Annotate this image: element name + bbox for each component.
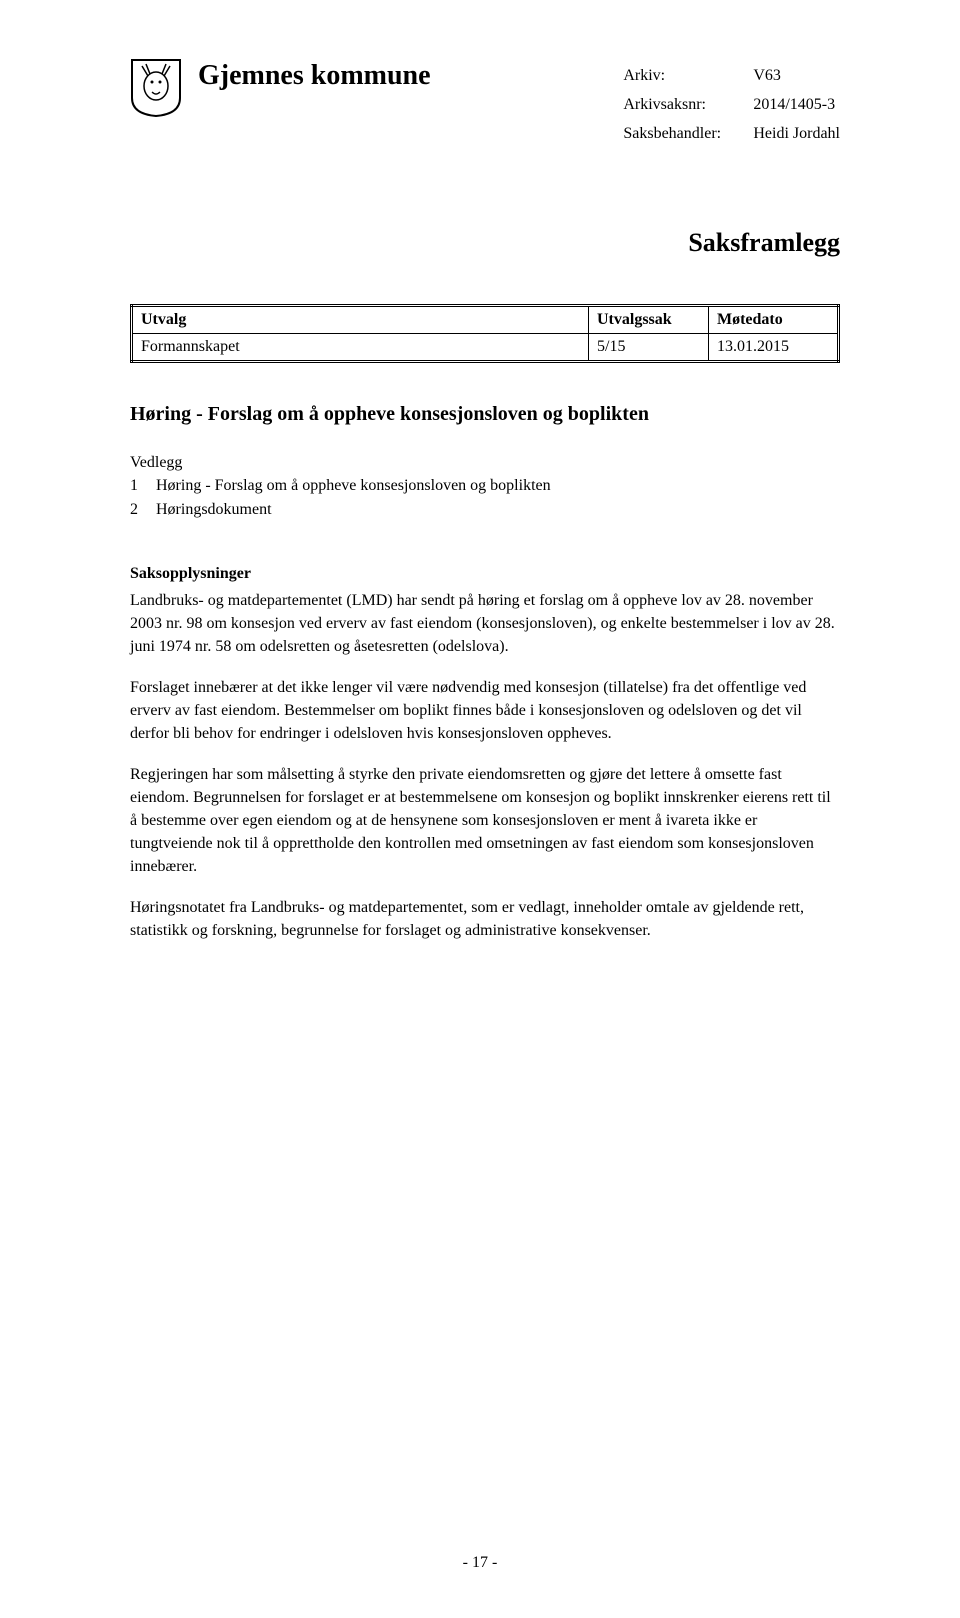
body-paragraph: Regjeringen har som målsetting å styrke … (130, 763, 840, 878)
table-row: Formannskapet 5/15 13.01.2015 (132, 334, 839, 362)
meta-saksbehandler: Saksbehandler: Heidi Jordahl (623, 120, 840, 149)
attachment-number: 1 (130, 474, 156, 497)
arkiv-label: Arkiv: (623, 62, 753, 91)
organization-name: Gjemnes kommune (198, 58, 448, 92)
document-metadata: Arkiv: V63 Arkivsaksnr: 2014/1405-3 Saks… (623, 58, 840, 148)
meta-arkivsaksnr: Arkivsaksnr: 2014/1405-3 (623, 91, 840, 120)
municipality-crest-icon (130, 58, 182, 118)
case-table: Utvalg Utvalgssak Møtedato Formannskapet… (130, 304, 840, 363)
table-header-row: Utvalg Utvalgssak Møtedato (132, 306, 839, 334)
attachment-text: Høring - Forslag om å oppheve konsesjons… (156, 474, 551, 497)
col-utvalg: Utvalg (132, 306, 589, 334)
col-motedato: Møtedato (709, 306, 839, 334)
shield-icon (130, 58, 182, 118)
saksbehandler-value: Heidi Jordahl (753, 120, 840, 149)
attachment-number: 2 (130, 498, 156, 521)
cell-utvalg: Formannskapet (132, 334, 589, 362)
cell-motedato: 13.01.2015 (709, 334, 839, 362)
body-paragraph: Forslaget innebærer at det ikke lenger v… (130, 676, 840, 745)
case-title: Høring - Forslag om å oppheve konsesjons… (130, 403, 840, 426)
col-utvalgssak: Utvalgssak (589, 306, 709, 334)
page-number: - 17 - (0, 1554, 960, 1572)
document-header: Gjemnes kommune Arkiv: V63 Arkivsaksnr: … (130, 58, 840, 148)
attachments-label: Vedlegg (130, 454, 840, 472)
arkiv-value: V63 (753, 62, 781, 91)
document-type-title: Saksframlegg (130, 228, 840, 258)
attachment-row: 1 Høring - Forslag om å oppheve konsesjo… (130, 474, 840, 497)
arkivsaksnr-label: Arkivsaksnr: (623, 91, 753, 120)
body-paragraph: Høringsnotatet fra Landbruks- og matdepa… (130, 896, 840, 942)
cell-utvalgssak: 5/15 (589, 334, 709, 362)
attachment-text: Høringsdokument (156, 498, 272, 521)
body-paragraph: Landbruks- og matdepartementet (LMD) har… (130, 589, 840, 658)
arkivsaksnr-value: 2014/1405-3 (753, 91, 835, 120)
saksbehandler-label: Saksbehandler: (623, 120, 753, 149)
meta-arkiv: Arkiv: V63 (623, 62, 840, 91)
attachment-row: 2 Høringsdokument (130, 498, 840, 521)
attachments-block: Vedlegg 1 Høring - Forslag om å oppheve … (130, 454, 840, 520)
saksopplysninger-heading: Saksopplysninger (130, 565, 840, 583)
